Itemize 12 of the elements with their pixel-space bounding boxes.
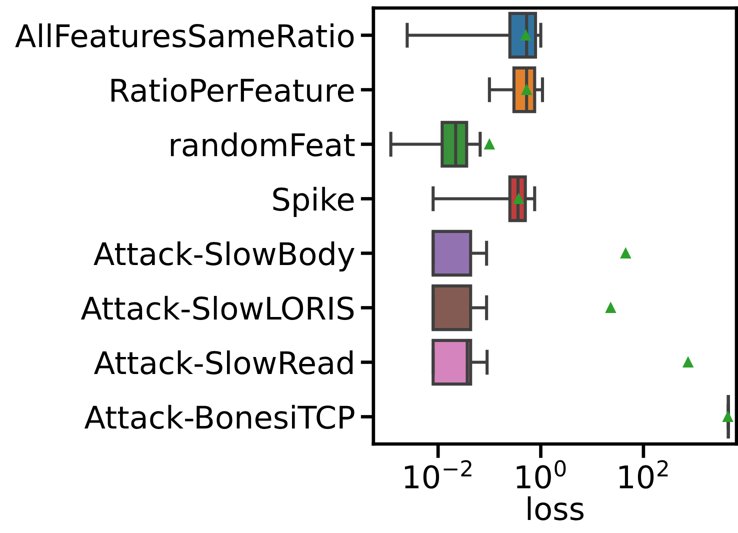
- y-tick-label: Spike: [273, 186, 354, 218]
- x-axis-title: loss: [528, 496, 584, 520]
- y-tick-label: Attack-SlowBody: [94, 241, 354, 272]
- y-tick-label: Attack-BonesiTCP: [84, 404, 354, 429]
- x-tick-label: 10$^{−2}$: [404, 460, 472, 489]
- y-tick-label: randomFeat: [170, 132, 355, 157]
- x-tick-label: 10$^{0}$: [516, 460, 566, 489]
- x-tick-label: 10$^{2}$: [619, 460, 668, 489]
- y-tick-label: AllFeaturesSameRatio: [15, 23, 354, 48]
- y-tick-label: Attack-SlowRead: [94, 350, 353, 374]
- y-tick-label: Attack-SlowLORIS: [80, 296, 354, 320]
- y-tick-label: RatioPerFeature: [111, 78, 354, 102]
